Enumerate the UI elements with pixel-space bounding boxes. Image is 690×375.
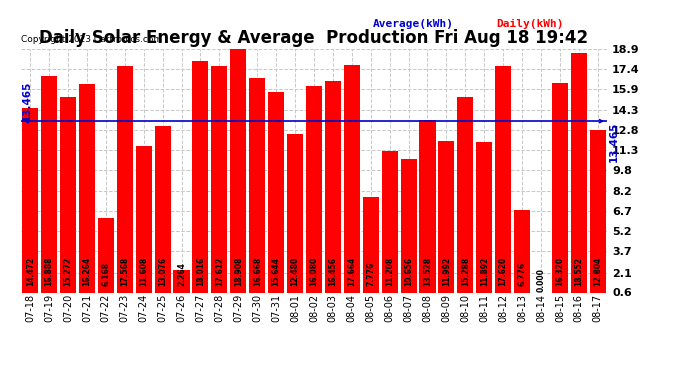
Text: 13.528: 13.528 xyxy=(423,257,432,286)
Bar xyxy=(193,60,208,300)
Bar xyxy=(249,78,265,300)
Bar xyxy=(22,108,38,300)
Text: 11.608: 11.608 xyxy=(139,256,148,286)
Text: 17.568: 17.568 xyxy=(120,256,129,286)
Bar xyxy=(287,134,303,300)
Text: 13.465: 13.465 xyxy=(609,121,618,162)
Bar xyxy=(173,270,190,300)
Bar xyxy=(155,126,170,300)
Bar xyxy=(514,210,530,300)
Bar xyxy=(60,97,76,300)
Text: Copyright 2023 Cartronics.com: Copyright 2023 Cartronics.com xyxy=(21,35,162,44)
Text: 18.016: 18.016 xyxy=(196,256,205,286)
Text: 14.472: 14.472 xyxy=(26,256,34,286)
Bar xyxy=(590,130,606,300)
Bar xyxy=(476,142,492,300)
Bar xyxy=(552,83,568,300)
Bar xyxy=(363,197,379,300)
Bar xyxy=(457,97,473,300)
Text: 16.456: 16.456 xyxy=(328,257,337,286)
Bar xyxy=(98,218,114,300)
Bar xyxy=(325,81,341,300)
Text: Daily(kWh): Daily(kWh) xyxy=(495,19,563,29)
Bar xyxy=(420,120,435,300)
Bar xyxy=(268,92,284,300)
Bar xyxy=(344,65,359,300)
Text: 11.992: 11.992 xyxy=(442,257,451,286)
Text: 15.272: 15.272 xyxy=(63,257,72,286)
Bar xyxy=(136,146,152,300)
Text: 18.908: 18.908 xyxy=(234,256,243,286)
Text: 12.804: 12.804 xyxy=(593,256,602,286)
Text: 16.888: 16.888 xyxy=(45,256,54,286)
Text: 10.656: 10.656 xyxy=(404,257,413,286)
Bar xyxy=(79,84,95,300)
Bar xyxy=(400,159,417,300)
Text: 2.264: 2.264 xyxy=(177,262,186,286)
Text: 0.000: 0.000 xyxy=(537,268,546,292)
Bar xyxy=(495,66,511,300)
Text: 16.320: 16.320 xyxy=(555,257,564,286)
Text: 11.892: 11.892 xyxy=(480,256,489,286)
Bar xyxy=(211,66,228,300)
Text: 15.644: 15.644 xyxy=(272,257,281,286)
Text: 13.465: 13.465 xyxy=(21,81,32,121)
Text: 6.776: 6.776 xyxy=(518,262,526,286)
Text: 16.264: 16.264 xyxy=(82,257,91,286)
Text: 11.208: 11.208 xyxy=(385,256,394,286)
Text: 7.776: 7.776 xyxy=(366,262,375,286)
Text: 13.076: 13.076 xyxy=(158,256,167,286)
Text: 12.480: 12.480 xyxy=(290,256,299,286)
Bar xyxy=(571,53,587,300)
Bar xyxy=(230,49,246,300)
Bar xyxy=(438,141,455,300)
Bar xyxy=(117,66,132,300)
Bar xyxy=(382,151,397,300)
Bar xyxy=(306,86,322,300)
Text: 6.168: 6.168 xyxy=(101,262,110,286)
Text: 18.552: 18.552 xyxy=(574,257,583,286)
Text: Average(kWh): Average(kWh) xyxy=(373,19,453,29)
Text: 17.620: 17.620 xyxy=(499,256,508,286)
Text: 16.080: 16.080 xyxy=(309,256,319,286)
Text: 16.668: 16.668 xyxy=(253,256,262,286)
Text: 17.612: 17.612 xyxy=(215,256,224,286)
Bar xyxy=(41,75,57,300)
Title: Daily Solar Energy & Average  Production Fri Aug 18 19:42: Daily Solar Energy & Average Production … xyxy=(39,29,589,47)
Text: 15.288: 15.288 xyxy=(461,256,470,286)
Text: 17.664: 17.664 xyxy=(347,256,356,286)
